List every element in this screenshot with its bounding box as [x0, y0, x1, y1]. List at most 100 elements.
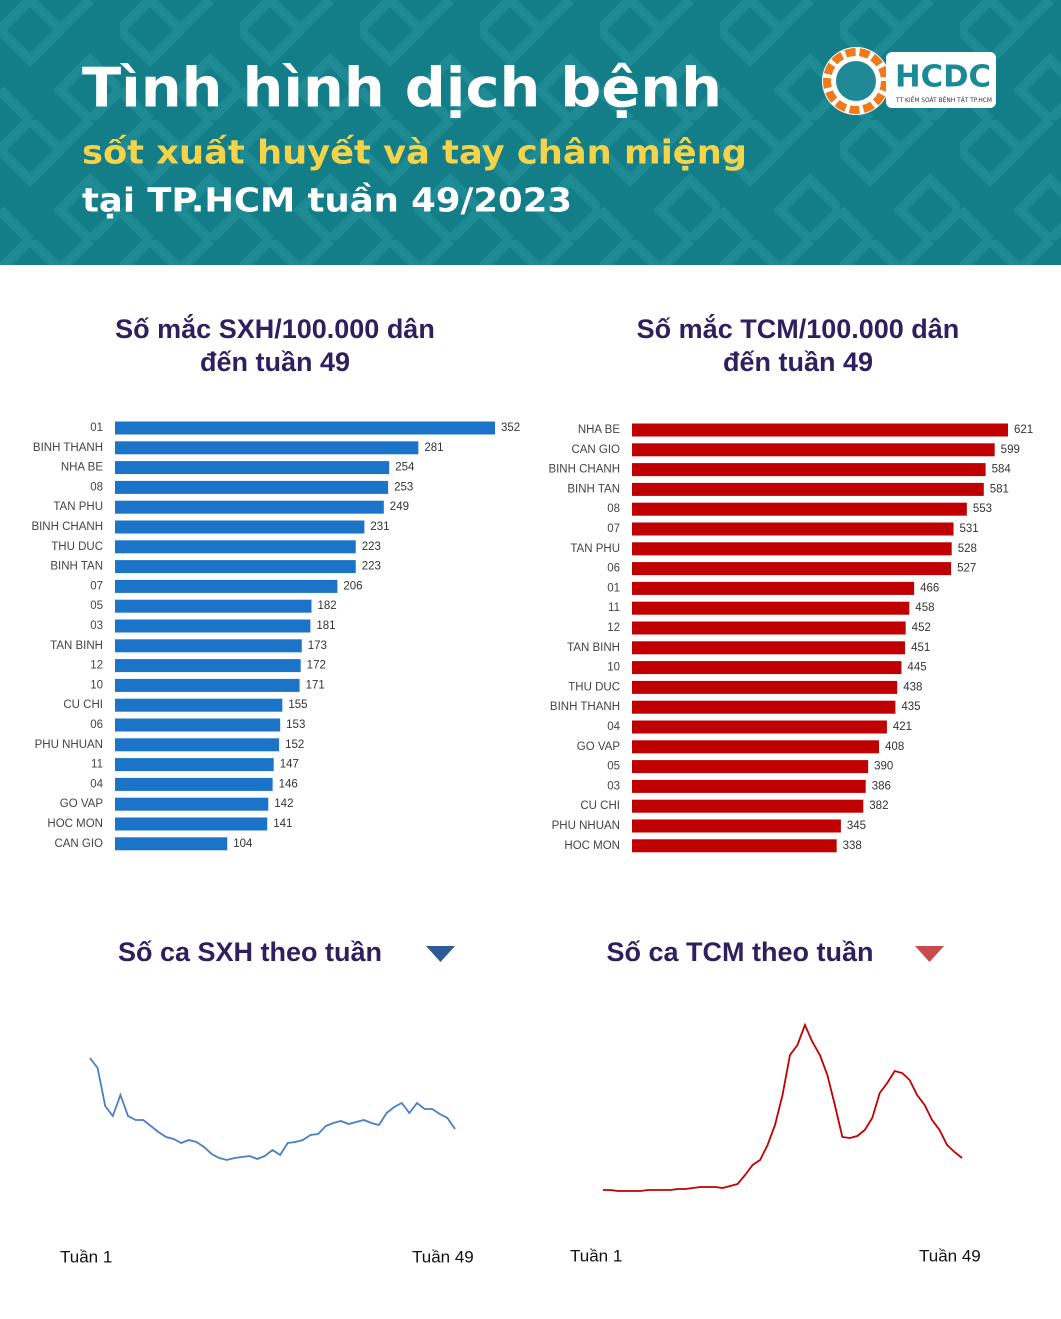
bar [115, 758, 274, 772]
category-label: BINH TAN [50, 561, 103, 573]
value-label: 435 [901, 701, 920, 713]
category-label: 11 [608, 602, 620, 614]
bar [632, 502, 967, 516]
bar [115, 579, 338, 593]
category-label: CAN GIO [571, 444, 620, 456]
bar [632, 740, 880, 754]
down-triangle [426, 946, 455, 962]
category-label: CU CHI [63, 699, 103, 711]
bar [115, 480, 389, 494]
chart-title: Số mắc SXH/100.000 dân [115, 313, 435, 344]
category-label: 04 [607, 721, 620, 733]
category-label: 06 [607, 563, 620, 575]
chart-title: Số mắc TCM/100.000 dân [637, 313, 960, 344]
category-label: TAN PHU [53, 501, 103, 513]
category-label: NHA BE [578, 424, 621, 436]
bar [632, 443, 995, 457]
category-label: HOC MON [47, 818, 103, 830]
bar [632, 423, 1008, 437]
bar [115, 659, 301, 673]
value-label: 352 [501, 422, 520, 434]
header-pattern [0, 0, 1061, 265]
bar [632, 463, 986, 477]
bar [115, 520, 365, 534]
logo-ring [823, 48, 889, 114]
bar [115, 599, 312, 613]
value-label: 390 [874, 761, 893, 773]
category-label: BINH TAN [567, 483, 620, 495]
value-label: 254 [395, 462, 415, 474]
value-label: 584 [992, 464, 1012, 476]
header-subtitle-2: tại TP.HCM tuần 49/2023 [82, 181, 572, 220]
bar [632, 482, 984, 496]
logo-core [836, 61, 876, 101]
category-label: TAN PHU [570, 543, 620, 555]
value-label: 458 [915, 602, 934, 614]
value-label: 249 [390, 501, 409, 513]
value-label: 153 [286, 719, 305, 731]
category-label: CAN GIO [54, 838, 103, 850]
value-label: 172 [307, 660, 326, 672]
value-label: 182 [317, 600, 336, 612]
bar [632, 621, 906, 635]
value-label: 223 [362, 541, 381, 553]
down-triangle [915, 946, 944, 962]
category-label: 07 [90, 580, 103, 592]
category-label: TAN BINH [567, 642, 620, 654]
category-label: BINH THANH [550, 701, 620, 713]
header-subtitle: sốt xuất huyết và tay chân miệng [82, 133, 747, 172]
value-label: 338 [843, 840, 862, 852]
x-tick-label: Tuần 1 [60, 1247, 112, 1266]
category-label: GO VAP [577, 741, 621, 753]
bar [115, 461, 390, 475]
x-tick-label: Tuần 49 [919, 1246, 981, 1265]
bar [632, 680, 898, 694]
bar [632, 799, 864, 813]
bar [115, 777, 273, 791]
category-label: HOC MON [564, 840, 620, 852]
category-label: 03 [607, 780, 620, 792]
value-label: 147 [280, 759, 299, 771]
category-label: 07 [607, 523, 620, 535]
value-label: 141 [273, 818, 292, 830]
category-label: PHU NHUAN [552, 820, 620, 832]
value-label: 223 [362, 561, 381, 573]
chart-title: đến tuần 49 [200, 347, 350, 377]
value-label: 438 [903, 681, 922, 693]
logo-caption: TT KIỂM SOÁT BỆNH TẬT TP.HCM [895, 94, 992, 104]
bar [115, 619, 311, 633]
value-label: 531 [960, 523, 979, 535]
category-label: 12 [607, 622, 620, 634]
bar [115, 678, 300, 692]
bar [632, 562, 952, 576]
bar [632, 641, 906, 655]
category-label: 12 [90, 660, 103, 672]
bar [632, 779, 866, 793]
bar [115, 441, 419, 455]
category-label: BINH CHANH [548, 464, 620, 476]
bar [632, 661, 902, 675]
category-label: 01 [607, 582, 620, 594]
bar [632, 720, 887, 734]
x-tick-label: Tuần 49 [412, 1247, 474, 1266]
category-label: 08 [607, 503, 620, 515]
value-label: 181 [316, 620, 335, 632]
category-label: THU DUC [51, 541, 103, 553]
bar [632, 700, 896, 714]
bar [115, 639, 302, 653]
value-label: 345 [847, 820, 866, 832]
value-label: 621 [1014, 424, 1033, 436]
bar [632, 839, 837, 853]
value-label: 104 [233, 838, 253, 850]
category-label: TAN BINH [50, 640, 103, 652]
bar [115, 738, 280, 752]
value-label: 231 [370, 521, 389, 533]
value-label: 253 [394, 481, 413, 493]
category-label: 01 [90, 422, 103, 434]
value-label: 171 [306, 679, 325, 691]
category-label: BINH CHANH [31, 521, 103, 533]
value-label: 599 [1001, 444, 1020, 456]
bar [632, 601, 910, 615]
